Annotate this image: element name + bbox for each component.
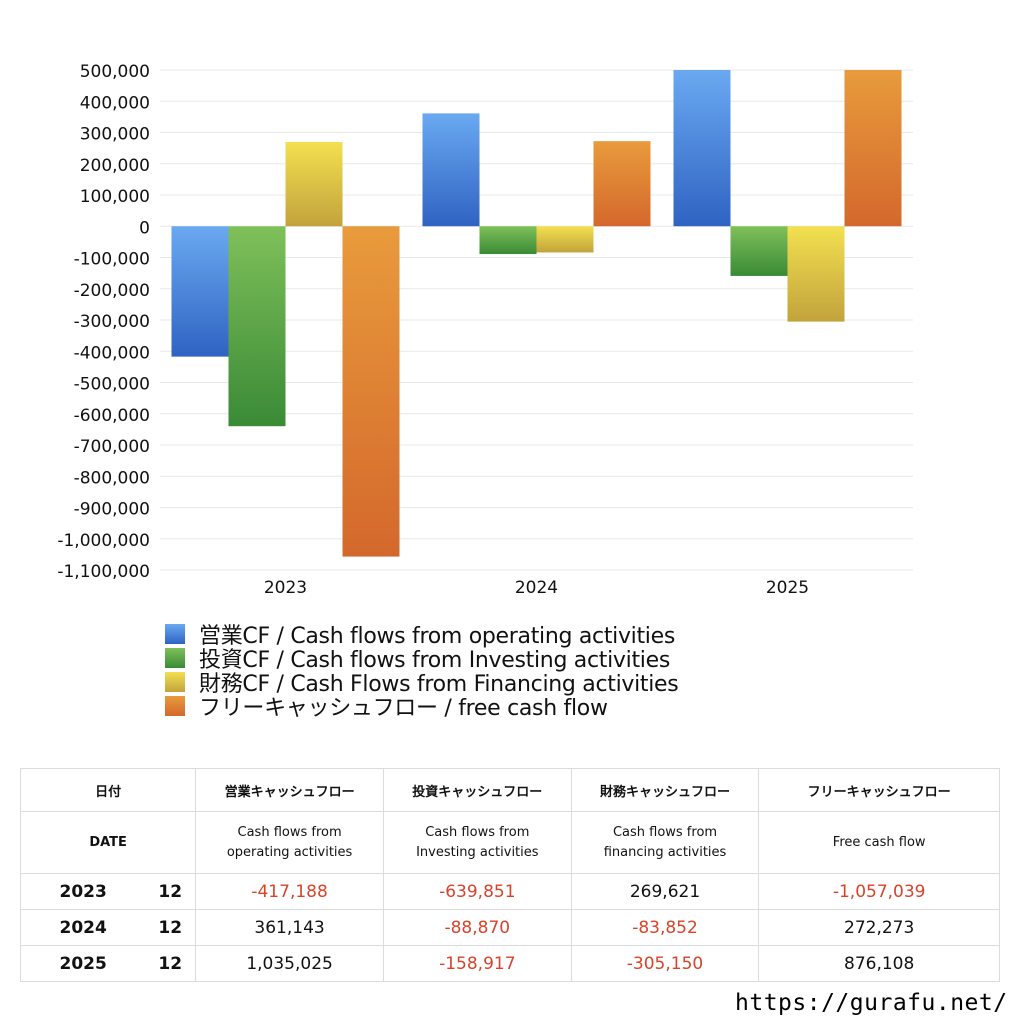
y-tick-label: 200,000 — [80, 156, 150, 176]
header-investing-jp: 投資キャッシュフロー — [382, 768, 572, 812]
cell-investing: -158,917 — [382, 945, 572, 982]
cell-financing: -305,150 — [570, 945, 760, 982]
legend-label-financing: 財務CF / Cash Flows from Financing activit… — [199, 672, 679, 697]
site-url[interactable]: https://gurafu.net/ — [735, 990, 1008, 1016]
header-operating-en-line1: Cash flows from — [237, 824, 342, 840]
x-axis-tick-labels: 2023 2024 2025 — [264, 578, 809, 598]
x-tick-label: 2023 — [264, 578, 307, 598]
table-header-row-jp: 日付 営業キャッシュフロー 投資キャッシュフロー 財務キャッシュフロー フリーキ… — [19, 768, 1000, 812]
row-year: 2024 — [20, 909, 146, 946]
bar-operating-2025 — [673, 70, 731, 227]
y-tick-label: 0 — [139, 218, 150, 238]
bar-operating-2024 — [422, 113, 480, 227]
y-tick-label: 100,000 — [80, 187, 150, 207]
y-tick-label: -200,000 — [74, 281, 150, 301]
bar-free-cash-flow-2025 — [844, 70, 902, 227]
cell-free-cash-flow: -1,057,039 — [758, 873, 1000, 910]
bar-free-cash-flow-2024 — [593, 141, 651, 227]
x-tick-label: 2025 — [766, 578, 809, 598]
cell-free-cash-flow: 272,273 — [758, 909, 1000, 946]
y-tick-label: -1,100,000 — [57, 562, 150, 582]
legend-swatch-financing — [165, 672, 185, 692]
header-operating-jp: 営業キャッシュフロー — [195, 768, 384, 812]
y-tick-label: -300,000 — [74, 312, 150, 332]
bar-investing-2024 — [479, 226, 537, 255]
y-tick-label: -700,000 — [74, 437, 150, 457]
y-tick-label: -400,000 — [74, 343, 150, 363]
row-month: 12 — [145, 945, 197, 982]
table-row: 2024 12 361,143 -88,870 -83,852 272,273 — [20, 909, 1000, 946]
header-investing-en: Cash flows from Investing activities — [382, 811, 572, 874]
legend-label-free-cash-flow: フリーキャッシュフロー / free cash flow — [199, 696, 608, 721]
cell-financing: 269,621 — [570, 873, 760, 910]
y-tick-label: -1,000,000 — [57, 531, 150, 551]
bar-financing-2025 — [787, 226, 845, 322]
y-tick-label: 400,000 — [80, 93, 150, 113]
legend-swatch-investing — [165, 648, 185, 668]
legend-swatch-free-cash-flow — [165, 696, 185, 716]
y-tick-label: -900,000 — [74, 500, 150, 520]
header-investing-en-line1: Cash flows from — [425, 824, 530, 840]
y-tick-label: 500,000 — [80, 62, 150, 82]
header-investing-en-line2: Investing activities — [416, 844, 539, 860]
header-financing-en: Cash flows from financing activities — [570, 811, 760, 874]
header-financing-jp: 財務キャッシュフロー — [570, 768, 760, 812]
legend-label-operating: 営業CF / Cash flows from operating activit… — [199, 624, 676, 649]
header-financing-en-line2: financing activities — [603, 844, 727, 860]
header-financing-en-line1: Cash flows from — [612, 824, 718, 840]
legend-item-financing: 財務CF / Cash Flows from Financing activit… — [165, 670, 679, 697]
row-month: 12 — [145, 909, 197, 946]
cell-operating: 361,143 — [195, 909, 384, 946]
x-tick-label: 2024 — [515, 578, 558, 598]
cell-investing: -639,851 — [382, 873, 572, 910]
legend-swatch-operating — [165, 624, 185, 644]
legend: 営業CF / Cash flows from operating activit… — [165, 622, 679, 721]
y-tick-label: -100,000 — [74, 250, 150, 270]
row-month: 12 — [145, 873, 197, 910]
legend-item-investing: 投資CF / Cash flows from Investing activit… — [165, 646, 678, 673]
header-date-jp: 日付 — [19, 768, 197, 812]
y-tick-label: 300,000 — [80, 125, 150, 145]
row-year: 2025 — [20, 945, 146, 982]
cell-operating: -417,188 — [195, 873, 384, 910]
legend-item-operating: 営業CF / Cash flows from operating activit… — [165, 622, 678, 649]
cash-flow-table: 日付 営業キャッシュフロー 投資キャッシュフロー 財務キャッシュフロー フリーキ… — [19, 768, 1000, 982]
legend-label-investing: 投資CF / Cash flows from Investing activit… — [199, 648, 670, 673]
cell-operating: 1,035,025 — [195, 945, 384, 982]
y-tick-label: -600,000 — [74, 406, 150, 426]
row-year: 2023 — [20, 873, 146, 910]
bar-investing-2023 — [228, 226, 286, 427]
header-free-cash-flow-en: Free cash flow — [758, 811, 1000, 874]
header-operating-en: Cash flows from operating activities — [195, 811, 384, 874]
legend-item-free-cash-flow: フリーキャッシュフロー / free cash flow — [165, 694, 678, 721]
bar-financing-2024 — [536, 226, 594, 253]
header-free-cash-flow-jp: フリーキャッシュフロー — [758, 768, 1000, 812]
bar-financing-2023 — [285, 141, 343, 227]
cell-free-cash-flow: 876,108 — [758, 945, 1000, 982]
y-tick-label: -800,000 — [74, 468, 150, 488]
bars — [171, 70, 902, 557]
bar-investing-2025 — [730, 226, 788, 276]
bar-operating-2023 — [171, 226, 229, 357]
table-row: 2023 12 -417,188 -639,851 269,621 -1,057… — [20, 873, 1000, 910]
bar-free-cash-flow-2023 — [342, 226, 400, 557]
y-tick-label: -500,000 — [74, 375, 150, 395]
cell-investing: -88,870 — [382, 909, 572, 946]
table-row: 2025 12 1,035,025 -158,917 -305,150 876,… — [20, 945, 1000, 982]
header-operating-en-line2: operating activities — [226, 844, 353, 860]
header-date-en: DATE — [19, 811, 197, 874]
cash-flow-bar-chart: 500,000 400,000 300,000 200,000 100,000 0 -100… — [57, 62, 913, 598]
y-axis-tick-labels: 500,000 400,000 300,000 200,000 100,000 0 -100… — [57, 62, 150, 582]
table-header-row-en: DATE Cash flows from operating activities… — [19, 811, 1000, 874]
cell-financing: -83,852 — [570, 909, 760, 946]
